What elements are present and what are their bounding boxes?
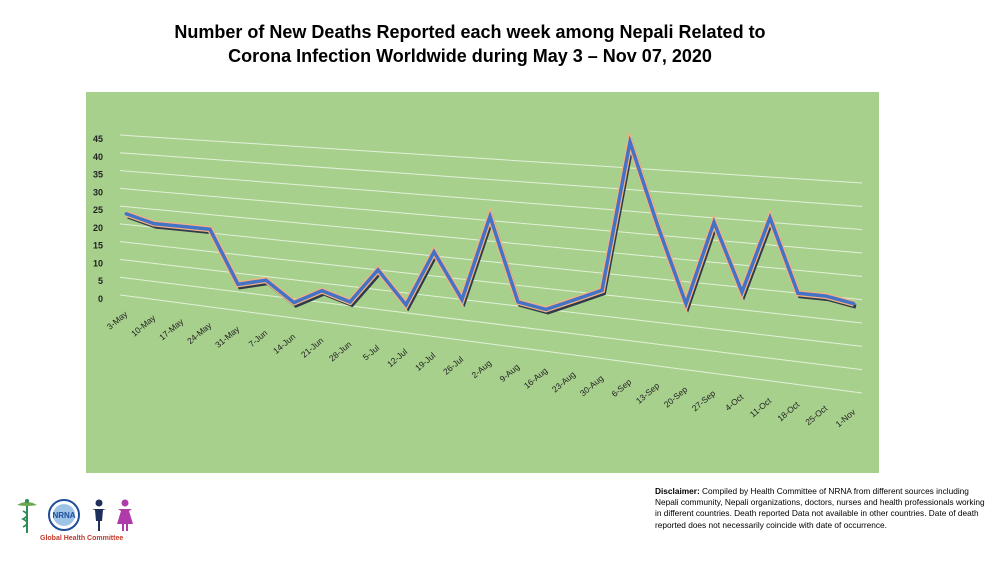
x-tick-label: 7-Jun <box>247 328 270 350</box>
data-point <box>740 290 744 294</box>
y-tick-label: 15 <box>93 241 103 251</box>
disclaimer: Disclaimer: Compiled by Health Committee… <box>655 486 987 531</box>
y-tick-label: 45 <box>93 134 103 144</box>
data-point <box>264 278 268 282</box>
data-point <box>236 282 240 286</box>
x-tick-label: 10-May <box>129 312 158 338</box>
chart-panel: 0 5 10 15 20 25 30 35 40 45 3-May 10-May 17-May 24-Ma… <box>86 92 879 473</box>
data-point <box>852 302 856 306</box>
data-point <box>712 220 716 224</box>
data-point <box>796 291 800 295</box>
gridline <box>119 134 863 184</box>
data-point <box>628 140 632 144</box>
data-point <box>180 224 184 228</box>
x-tick-label: 17-May <box>157 316 186 342</box>
data-point <box>516 300 520 304</box>
person-male-icon <box>92 499 106 531</box>
data-point <box>404 303 408 307</box>
y-tick-label: 35 <box>93 170 103 180</box>
title-line-2: Corona Infection Worldwide during May 3 … <box>228 46 712 66</box>
data-point <box>432 250 436 254</box>
line-chart: 0 5 10 15 20 25 30 35 40 45 3-May 10-May 17-May 24-Ma… <box>93 130 863 429</box>
x-tick-label: 9-Aug <box>497 361 521 383</box>
chart-title: Number of New Deaths Reported each week … <box>60 20 880 68</box>
x-tick-label: 21-Jun <box>299 335 326 360</box>
gridline <box>119 276 863 371</box>
disclaimer-text: Compiled by Health Committee of NRNA fro… <box>655 486 985 530</box>
data-point <box>124 212 128 216</box>
x-tick-label: 11-Oct <box>748 395 774 419</box>
x-tick-label: 4-Oct <box>723 391 746 412</box>
data-point <box>320 289 324 293</box>
x-tick-label: 19-Jul <box>413 350 437 373</box>
x-tick-label: 6-Sep <box>609 377 633 399</box>
gridline <box>119 241 863 324</box>
x-tick-label: 28-Jun <box>327 339 354 364</box>
y-tick-label: 25 <box>93 205 103 215</box>
org-caption: Global Health Committee <box>40 535 124 542</box>
data-point <box>292 301 296 305</box>
x-tick-label: 18-Oct <box>775 399 801 423</box>
x-tick-label: 20-Sep <box>662 384 690 409</box>
x-tick-label: 1-Nov <box>833 406 857 429</box>
disclaimer-label: Disclaimer: <box>655 486 700 496</box>
data-point <box>600 288 604 292</box>
data-point <box>376 268 380 272</box>
gridline <box>119 258 863 347</box>
y-tick-label: 10 <box>93 258 103 268</box>
gridline <box>119 205 863 277</box>
person-female-icon <box>117 499 133 531</box>
y-tick-label: 20 <box>93 223 103 233</box>
y-tick-label: 30 <box>93 187 103 197</box>
x-tick-label: 30-Aug <box>578 373 606 398</box>
y-tick-label: 5 <box>98 276 103 286</box>
data-point <box>348 300 352 304</box>
x-tick-label: 25-Oct <box>803 403 829 427</box>
y-tick-label: 40 <box>93 152 103 162</box>
data-point <box>572 298 576 302</box>
y-tick-label: 0 <box>98 294 103 304</box>
data-point <box>824 294 828 298</box>
x-tick-label: 13-Sep <box>634 380 662 405</box>
x-tick-label: 26-Jul <box>441 354 465 377</box>
x-tick-label: 14-Jun <box>271 331 298 356</box>
x-tick-label: 27-Sep <box>690 388 718 413</box>
x-tick-label: 12-Jul <box>385 346 409 369</box>
data-point <box>152 222 156 226</box>
x-tick-label: 3-May <box>105 308 130 331</box>
x-tick-label: 2-Aug <box>469 358 493 380</box>
x-tick-label: 23-Aug <box>550 369 578 394</box>
data-point <box>488 214 492 218</box>
gridline <box>119 170 863 231</box>
data-point <box>684 302 688 306</box>
x-tick-label: 31-May <box>213 323 242 349</box>
data-point <box>544 307 548 311</box>
nrna-badge-text: NRNA <box>52 511 75 520</box>
data-point <box>208 227 212 231</box>
gridline <box>119 294 863 394</box>
x-tick-label: 5-Jul <box>361 343 382 363</box>
caduceus-icon <box>17 499 37 533</box>
title-line-1: Number of New Deaths Reported each week … <box>174 22 766 42</box>
x-tick-label: 16-Aug <box>522 365 550 390</box>
data-point <box>768 216 772 220</box>
data-point <box>656 225 660 228</box>
x-tick-label: 24-May <box>185 320 214 346</box>
data-point <box>460 298 464 301</box>
nrna-globe-logo: NRNA <box>48 499 80 531</box>
organization-logo: NRNA <box>14 497 139 547</box>
gridline <box>119 152 863 207</box>
